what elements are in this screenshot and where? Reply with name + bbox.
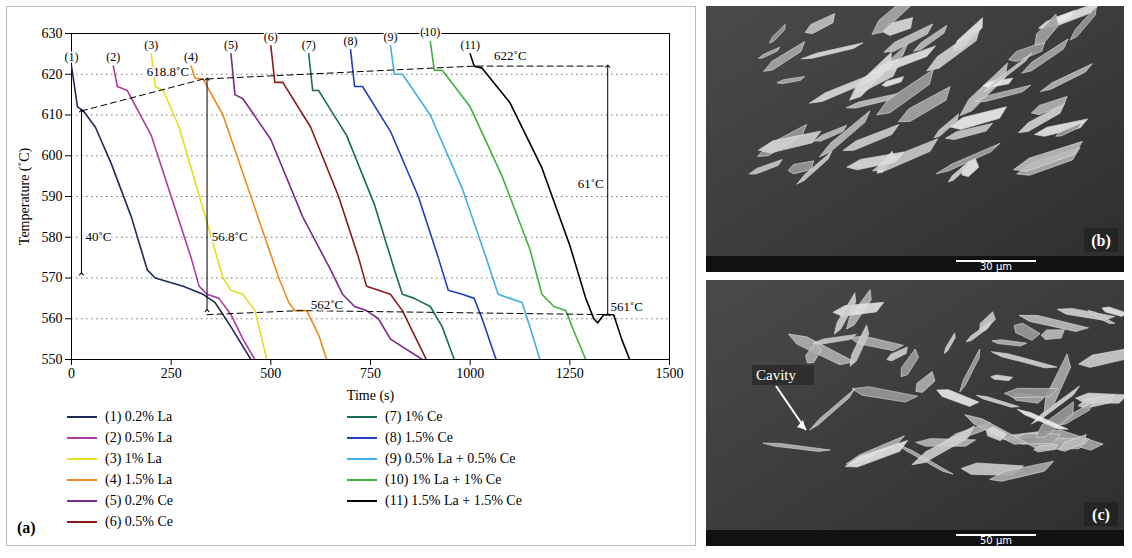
svg-text:40˚C: 40˚C — [85, 229, 111, 244]
svg-text:750: 750 — [360, 366, 381, 381]
svg-text:Temperature (˚C): Temperature (˚C) — [17, 147, 33, 245]
svg-text:(b): (b) — [1091, 232, 1111, 250]
svg-text:1500: 1500 — [656, 366, 684, 381]
html-text:(a): (a) — [17, 519, 36, 536]
svg-text:(9): (9) — [383, 30, 397, 44]
html-text:(4) 1.5% La: (4) 1.5% La — [105, 472, 173, 487]
html-text:(9) 0.5% La + 0.5% Ce: (9) 0.5% La + 0.5% Ce — [385, 451, 516, 466]
svg-text:61˚C: 61˚C — [578, 176, 604, 191]
svg-text:(6): (6) — [264, 30, 278, 44]
html-text:(10) 1% La + 1% Ce: (10) 1% La + 1% Ce — [385, 472, 502, 487]
svg-text:630: 630 — [42, 26, 63, 41]
svg-text:(5): (5) — [224, 38, 238, 52]
svg-text:500: 500 — [260, 366, 281, 381]
svg-text:(7): (7) — [302, 38, 316, 52]
html-text:(6) 0.5% Ce: (6) 0.5% Ce — [105, 514, 173, 529]
svg-text:0: 0 — [68, 366, 75, 381]
svg-text:561˚C: 561˚C — [610, 299, 643, 314]
svg-text:30 μm: 30 μm — [980, 261, 1012, 272]
html-text:(8) 1.5% Ce: (8) 1.5% Ce — [385, 430, 453, 445]
svg-text:622˚C: 622˚C — [494, 48, 527, 63]
svg-text:562˚C: 562˚C — [311, 297, 344, 312]
svg-text:(10): (10) — [420, 25, 440, 39]
svg-text:(11): (11) — [460, 38, 480, 52]
svg-text:(c): (c) — [1092, 506, 1110, 524]
svg-text:(1): (1) — [65, 50, 79, 64]
html-text:(11) 1.5% La + 1.5% Ce: (11) 1.5% La + 1.5% Ce — [385, 493, 522, 508]
svg-text:550: 550 — [42, 352, 63, 367]
svg-text:50 μm: 50 μm — [980, 535, 1012, 546]
html-text:(2) 0.5% La: (2) 0.5% La — [105, 430, 173, 445]
svg-text:(8): (8) — [344, 34, 358, 48]
svg-text:560: 560 — [42, 311, 63, 326]
svg-text:(4): (4) — [184, 50, 198, 64]
svg-text:1250: 1250 — [556, 366, 584, 381]
svg-text:580: 580 — [42, 230, 63, 245]
svg-text:570: 570 — [42, 270, 63, 285]
svg-text:Cavity: Cavity — [756, 367, 796, 383]
html-text:(3) 1% La: (3) 1% La — [105, 451, 162, 466]
svg-text:590: 590 — [42, 189, 63, 204]
svg-text:1000: 1000 — [456, 366, 484, 381]
svg-text:250: 250 — [161, 366, 182, 381]
svg-text:Time (s): Time (s) — [347, 388, 395, 404]
svg-text:(2): (2) — [106, 50, 120, 64]
svg-text:610: 610 — [42, 107, 63, 122]
html-text:(7) 1% Ce: (7) 1% Ce — [385, 409, 443, 424]
svg-text:600: 600 — [42, 148, 63, 163]
html-text:(1) 0.2% La: (1) 0.2% La — [105, 409, 173, 424]
html-text:(5) 0.2% Ce: (5) 0.2% Ce — [105, 493, 173, 508]
svg-text:620: 620 — [42, 67, 63, 82]
svg-text:618.8˚C: 618.8˚C — [147, 64, 189, 79]
svg-text:56.8˚C: 56.8˚C — [212, 229, 248, 244]
svg-text:(3): (3) — [144, 38, 158, 52]
